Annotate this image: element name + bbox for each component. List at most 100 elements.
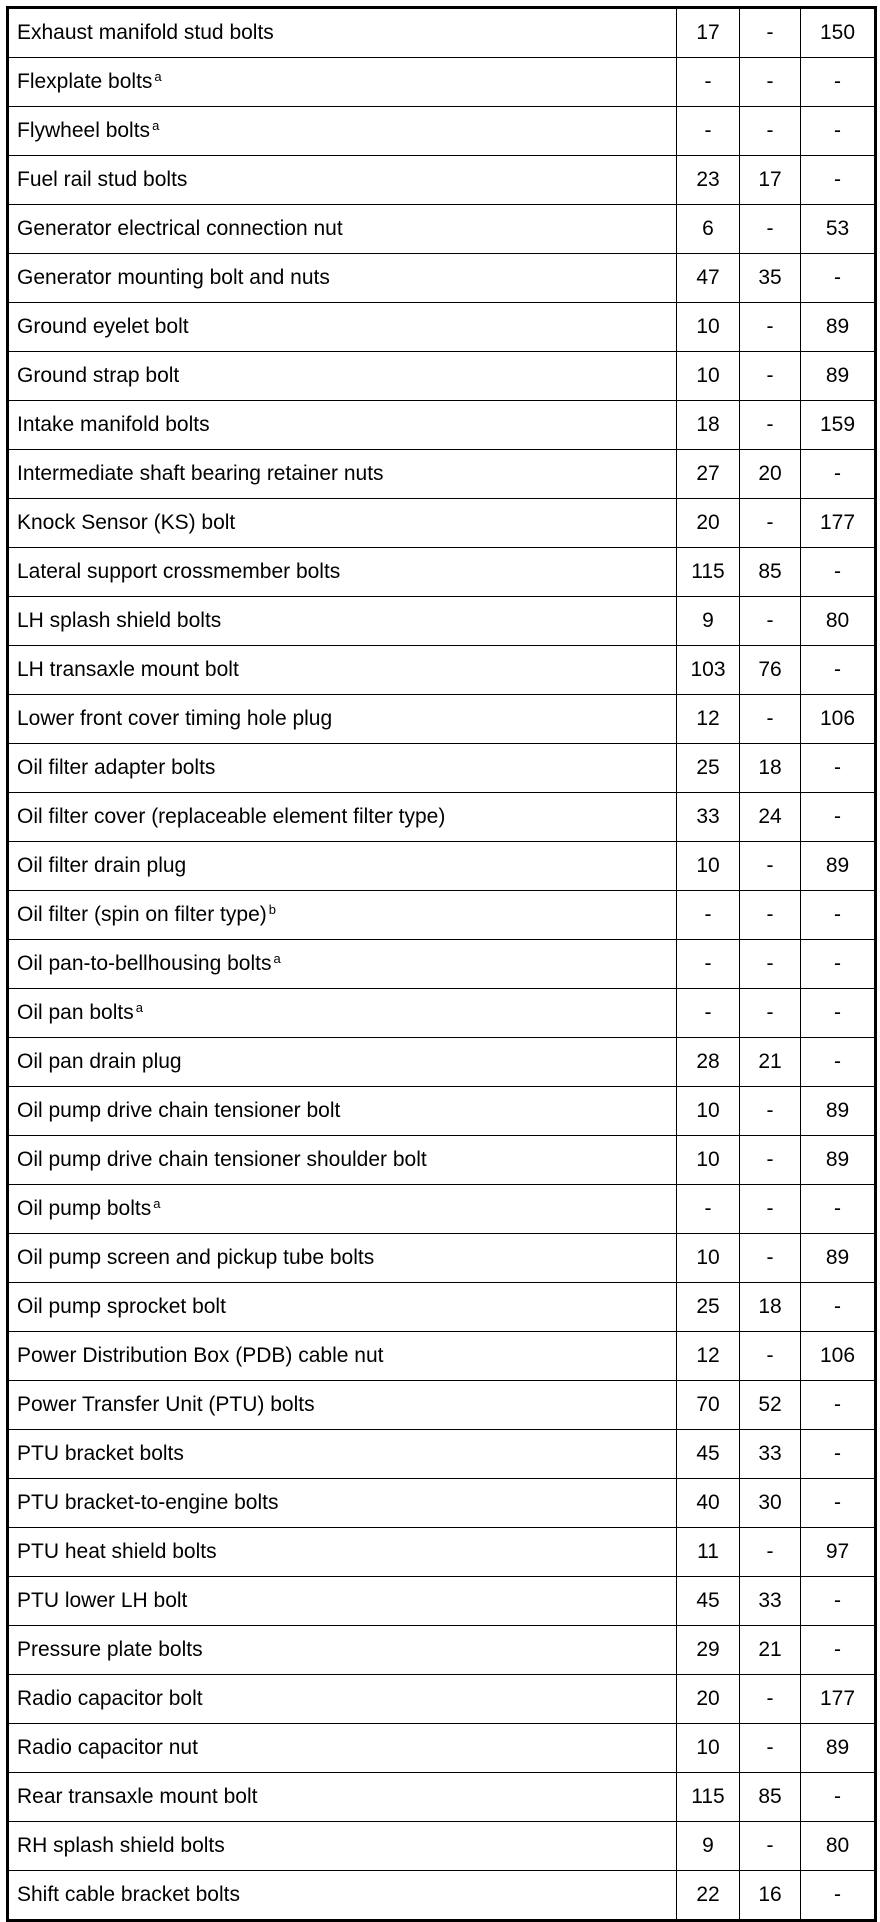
table-row: Oil pan drain plug 28 21-: [7, 1037, 876, 1087]
table-row: PTU heat shield bolts 11-97: [7, 1527, 876, 1577]
torque-nm: 33: [676, 792, 740, 842]
torque-spec-table: Exhaust manifold stud bolts 17-150 Flexpla…: [6, 6, 877, 1922]
torque-lbft: 20: [739, 449, 801, 499]
torque-lbft: 30: [739, 1478, 801, 1528]
torque-lbin: 89: [800, 351, 876, 401]
torque-nm: 12: [676, 694, 740, 744]
torque-lbin: 177: [800, 498, 876, 548]
component-label: Flywheel bolts: [17, 119, 151, 142]
component-label: Rear transaxle mount bolt: [17, 1785, 258, 1808]
component-label: Power Transfer Unit (PTU) bolts: [17, 1393, 315, 1416]
torque-lbft: -: [739, 7, 801, 58]
component-name: LH splash shield bolts: [7, 596, 677, 646]
torque-nm: -: [676, 939, 740, 989]
torque-lbft: 18: [739, 743, 801, 793]
component-label: Oil pump drive chain tensioner bolt: [17, 1099, 341, 1122]
torque-lbin: -: [800, 939, 876, 989]
table-row: Pressure plate bolts 29 21-: [7, 1625, 876, 1675]
torque-lbft: -: [739, 57, 801, 107]
torque-nm: 20: [676, 498, 740, 548]
component-label: Shift cable bracket bolts: [17, 1883, 240, 1906]
torque-lbin: -: [800, 1380, 876, 1430]
component-label: Oil filter (spin on filter type): [17, 903, 267, 926]
torque-lbft: -: [739, 1723, 801, 1773]
component-name: Shift cable bracket bolts: [7, 1870, 677, 1921]
component-name: LH transaxle mount bolt: [7, 645, 677, 695]
component-label: Intake manifold bolts: [17, 413, 210, 436]
torque-lbin: 106: [800, 694, 876, 744]
table-row: Oil filter adapter bolts 25 18-: [7, 743, 876, 793]
table-row: PTU bracket-to-engine bolts 40 30-: [7, 1478, 876, 1528]
component-label: PTU lower LH bolt: [17, 1589, 188, 1612]
torque-nm: 10: [676, 1233, 740, 1283]
torque-lbft: 17: [739, 155, 801, 205]
torque-nm: 28: [676, 1037, 740, 1087]
torque-lbft: -: [739, 302, 801, 352]
table-row: Oil pan bolts a - - -: [7, 988, 876, 1038]
component-name: Fuel rail stud bolts: [7, 155, 677, 205]
component-label: Oil pan-to-bellhousing bolts: [17, 952, 272, 975]
torque-nm: 10: [676, 1135, 740, 1185]
torque-lbin: 89: [800, 1135, 876, 1185]
table-row: LH transaxle mount bolt 103 76-: [7, 645, 876, 695]
component-name: RH splash shield bolts: [7, 1821, 677, 1871]
torque-nm: 18: [676, 400, 740, 450]
torque-lbft: 76: [739, 645, 801, 695]
torque-lbin: -: [800, 1429, 876, 1479]
component-name: Flexplate bolts a: [7, 57, 677, 107]
component-label: Oil pump sprocket bolt: [17, 1295, 226, 1318]
torque-lbft: -: [739, 498, 801, 548]
table-row: Oil pump drive chain tensioner shoulder …: [7, 1135, 876, 1185]
component-name: Oil pump drive chain tensioner bolt: [7, 1086, 677, 1136]
torque-lbft: -: [739, 1233, 801, 1283]
component-name: Oil pump sprocket bolt: [7, 1282, 677, 1332]
torque-lbin: 80: [800, 596, 876, 646]
table-row: Ground eyelet bolt 10-89: [7, 302, 876, 352]
table-row: Flywheel bolts a - - -: [7, 106, 876, 156]
torque-lbin: -: [800, 743, 876, 793]
torque-lbft: -: [739, 204, 801, 254]
torque-lbin: -: [800, 1772, 876, 1822]
torque-nm: 115: [676, 1772, 740, 1822]
torque-lbin: 89: [800, 1723, 876, 1773]
torque-lbft: 21: [739, 1625, 801, 1675]
torque-lbin: -: [800, 1478, 876, 1528]
torque-nm: -: [676, 106, 740, 156]
torque-nm: -: [676, 988, 740, 1038]
torque-lbin: -: [800, 547, 876, 597]
table-row: Oil pump bolts a - - -: [7, 1184, 876, 1234]
torque-lbin: -: [800, 890, 876, 940]
component-label: Oil pan bolts: [17, 1001, 134, 1024]
torque-lbin: 89: [800, 1086, 876, 1136]
component-label: Exhaust manifold stud bolts: [17, 21, 274, 44]
component-label: Pressure plate bolts: [17, 1638, 203, 1661]
torque-lbin: 89: [800, 1233, 876, 1283]
component-name: Oil pump screen and pickup tube bolts: [7, 1233, 677, 1283]
table-row: Power Transfer Unit (PTU) bolts 70 52-: [7, 1380, 876, 1430]
component-label: PTU heat shield bolts: [17, 1540, 217, 1563]
torque-lbft: -: [739, 939, 801, 989]
torque-nm: 10: [676, 1723, 740, 1773]
component-name: Lower front cover timing hole plug: [7, 694, 677, 744]
component-label: Ground strap bolt: [17, 364, 180, 387]
table-row: Rear transaxle mount bolt 115 85-: [7, 1772, 876, 1822]
component-label: Power Distribution Box (PDB) cable nut: [17, 1344, 384, 1367]
torque-nm: 10: [676, 841, 740, 891]
component-label: Oil pump screen and pickup tube bolts: [17, 1246, 375, 1269]
component-name: PTU heat shield bolts: [7, 1527, 677, 1577]
torque-nm: 45: [676, 1576, 740, 1626]
table-row: Exhaust manifold stud bolts 17-150: [7, 7, 876, 58]
torque-nm: 10: [676, 1086, 740, 1136]
torque-lbft: -: [739, 351, 801, 401]
torque-nm: 103: [676, 645, 740, 695]
component-label: Flexplate bolts: [17, 70, 153, 93]
component-name: Knock Sensor (KS) bolt: [7, 498, 677, 548]
footnote-marker: a: [153, 1196, 161, 1211]
torque-lbin: -: [800, 449, 876, 499]
footnote-marker: b: [268, 902, 276, 917]
component-label: Generator electrical connection nut: [17, 217, 343, 240]
torque-nm: 47: [676, 253, 740, 303]
component-label: RH splash shield bolts: [17, 1834, 225, 1857]
table-row: Knock Sensor (KS) bolt 20-177: [7, 498, 876, 548]
component-name: Ground eyelet bolt: [7, 302, 677, 352]
